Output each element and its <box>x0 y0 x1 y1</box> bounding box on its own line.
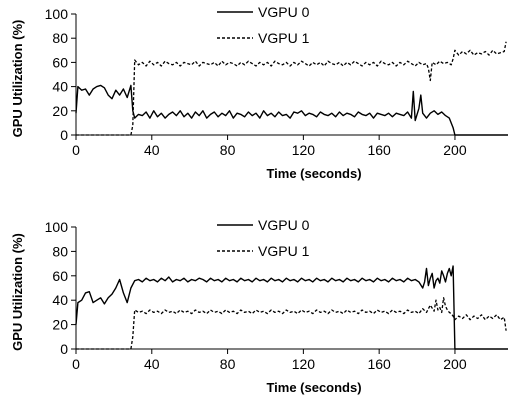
x-tick-label: 40 <box>144 356 160 372</box>
x-tick-label: 0 <box>72 142 80 158</box>
y-tick-label: 60 <box>52 268 68 284</box>
y-tick-label: 20 <box>52 103 68 119</box>
x-tick-label: 200 <box>443 356 467 372</box>
x-tick-label: 200 <box>443 142 467 158</box>
x-tick-label: 120 <box>292 356 316 372</box>
y-tick-label: 40 <box>52 79 68 95</box>
legend-label: VGPU 0 <box>258 217 310 233</box>
y-tick-label: 60 <box>52 54 68 70</box>
series-line-vgpu-0 <box>75 84 508 136</box>
y-axis-title: GPU Utilization (%) <box>10 233 25 351</box>
series-line-vgpu-0 <box>75 265 508 350</box>
y-tick-label: 100 <box>45 6 69 22</box>
series-line-vgpu-1 <box>76 297 507 350</box>
chart-2: 0 20 40 60 80 100 0 40 80 120 160 200 Time (seconds)… <box>10 217 508 395</box>
x-tick-label: 80 <box>220 356 236 372</box>
x-tick-label: 120 <box>292 142 316 158</box>
legend-label: VGPU 0 <box>258 4 310 20</box>
x-axis-title: Time (seconds) <box>266 166 361 181</box>
legend-label: VGPU 1 <box>258 243 310 259</box>
y-tick-label: 0 <box>60 341 68 357</box>
legend-label: VGPU 1 <box>258 30 310 46</box>
series-line-vgpu-1 <box>76 41 507 136</box>
x-axis-title: Time (seconds) <box>266 380 361 395</box>
chart-1: 0 20 40 60 80 100 0 40 80 120 160 200 Time (seconds)… <box>10 4 508 181</box>
y-tick-label: 20 <box>52 317 68 333</box>
y-tick-label: 100 <box>45 219 69 235</box>
x-tick-label: 80 <box>220 142 236 158</box>
y-axis-title: GPU Utilization (%) <box>10 20 25 138</box>
y-tick-label: 80 <box>52 243 68 259</box>
y-tick-label: 40 <box>52 292 68 308</box>
x-tick-label: 0 <box>72 356 80 372</box>
x-tick-label: 160 <box>367 142 391 158</box>
x-tick-label: 160 <box>367 356 391 372</box>
x-tick-label: 40 <box>144 142 160 158</box>
y-tick-label: 0 <box>60 127 68 143</box>
y-tick-label: 80 <box>52 30 68 46</box>
